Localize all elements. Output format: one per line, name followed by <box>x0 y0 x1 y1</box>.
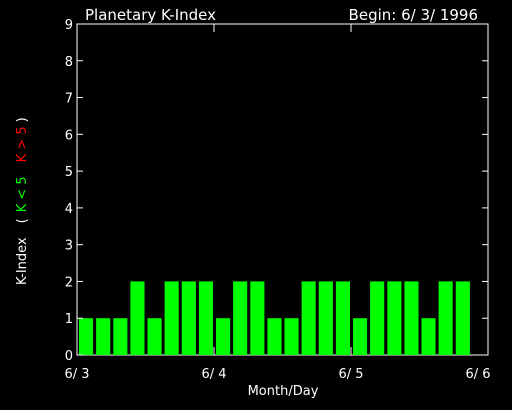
y-axis-label-group: K-Index ( K < 5 K > 5) <box>15 117 30 285</box>
bar <box>318 281 333 355</box>
y-tick-label: 2 <box>65 275 73 290</box>
y-tick-label: 1 <box>65 312 73 327</box>
y-tick-label: 4 <box>65 202 73 217</box>
y-axis: 0 1 2 3 4 5 6 7 8 9 <box>65 18 488 364</box>
bar <box>113 318 128 355</box>
bar <box>421 318 436 355</box>
x-axis: 6/ 3 6/ 4 6/ 5 6/ 6 <box>64 24 491 382</box>
bar <box>353 318 368 355</box>
x-tick-label: 6/ 4 <box>201 367 226 382</box>
y-tick-label: 7 <box>65 92 73 107</box>
bar <box>233 281 248 355</box>
bar <box>164 281 179 355</box>
bar <box>267 318 282 355</box>
x-tick-label: 6/ 3 <box>64 367 89 382</box>
x-tick-label: 6/ 5 <box>338 367 363 382</box>
bars-group <box>79 281 470 355</box>
y-axis-label: K-Index <box>15 237 30 285</box>
legend-high: K > 5 <box>15 126 30 162</box>
bar <box>404 281 419 355</box>
bar <box>387 281 402 355</box>
y-tick-label: 3 <box>65 239 73 254</box>
y-tick-label: 5 <box>65 165 73 180</box>
bar <box>130 281 145 355</box>
y-tick-label: 0 <box>65 349 73 364</box>
bar <box>79 318 94 355</box>
legend-close-paren: ) <box>15 117 30 122</box>
bar <box>147 318 162 355</box>
bar <box>198 281 213 355</box>
chart-title: Planetary K-Index <box>85 6 216 24</box>
plot-frame <box>76 23 489 356</box>
bar <box>96 318 111 355</box>
legend-low: K < 5 <box>15 176 30 212</box>
legend-open-paren: ( <box>15 218 30 223</box>
bar <box>250 281 265 355</box>
bar <box>216 318 231 355</box>
x-axis-label: Month/Day <box>248 384 319 399</box>
bar <box>370 281 385 355</box>
bar <box>438 281 453 355</box>
y-tick-label: 8 <box>65 55 73 70</box>
bar <box>455 281 470 355</box>
y-tick-label: 9 <box>65 18 73 33</box>
bar <box>335 281 350 355</box>
y-tick-label: 6 <box>65 128 73 143</box>
bar <box>301 281 316 355</box>
bar <box>181 281 196 355</box>
bar <box>284 318 299 355</box>
legend-group-text: K-Index ( K < 5 K > 5) <box>15 117 30 285</box>
x-tick-label: 6/ 6 <box>465 367 490 382</box>
chart-subtitle: Begin: 6/ 3/ 1996 <box>349 6 478 24</box>
